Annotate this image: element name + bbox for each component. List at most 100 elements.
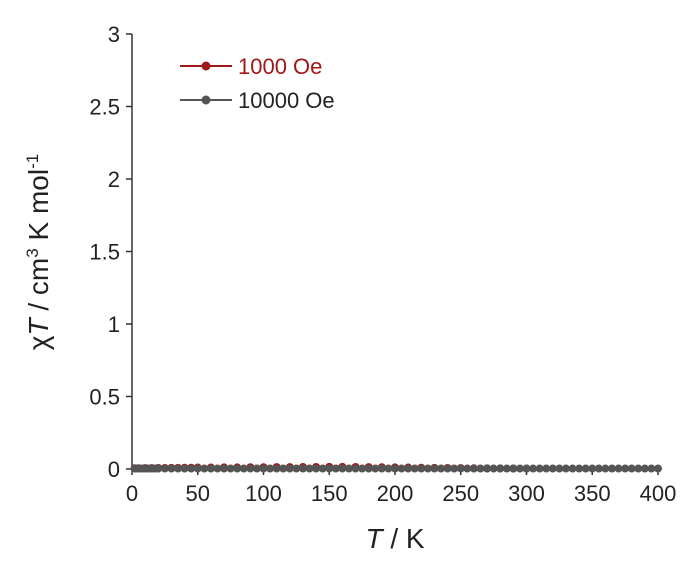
x-tick-label: 400: [640, 481, 677, 506]
data-point-10000-oe: [581, 464, 590, 473]
data-point-10000-oe: [437, 464, 446, 473]
data-point-10000-oe: [200, 464, 209, 473]
y-tick-label: 1.5: [89, 240, 120, 265]
data-point-10000-oe: [167, 464, 176, 473]
data-point-10000-oe: [640, 464, 649, 473]
data-point-10000-oe: [614, 464, 623, 473]
legend: 1000 Oe 10000 Oe: [180, 54, 335, 113]
data-point-10000-oe: [483, 464, 492, 473]
y-axis-title-mid: / cm: [23, 258, 54, 319]
y-tick-label: 2.5: [89, 95, 120, 120]
data-point-10000-oe: [417, 464, 426, 473]
x-axis-title-unit: / K: [383, 523, 425, 554]
data-point-10000-oe: [298, 464, 307, 473]
legend-label-10000-oe: 10000 Oe: [238, 88, 335, 113]
x-tick-label: 100: [245, 481, 282, 506]
data-point-10000-oe: [259, 464, 268, 473]
x-tick-label: 300: [508, 481, 545, 506]
data-point-10000-oe: [371, 464, 380, 473]
data-point-10000-oe: [364, 464, 373, 473]
data-point-10000-oe: [515, 464, 524, 473]
data-point-10000-oe: [502, 464, 511, 473]
data-point-10000-oe: [358, 464, 367, 473]
data-point-10000-oe: [154, 464, 163, 473]
data-point-10000-oe: [634, 464, 643, 473]
x-tick-label: 50: [186, 481, 210, 506]
y-tick-label: 0.5: [89, 385, 120, 410]
data-point-10000-oe: [384, 464, 393, 473]
data-point-10000-oe: [338, 464, 347, 473]
data-point-10000-oe: [463, 464, 472, 473]
data-point-10000-oe: [213, 464, 222, 473]
data-point-10000-oe: [239, 464, 248, 473]
legend-label-1000-oe: 1000 Oe: [238, 54, 322, 79]
data-point-10000-oe: [423, 464, 432, 473]
data-point-10000-oe: [496, 464, 505, 473]
x-tick-label: 350: [574, 481, 611, 506]
series-layer: [130, 462, 662, 473]
x-axis-title: T / K: [365, 523, 424, 554]
data-point-10000-oe: [430, 464, 439, 473]
data-point-10000-oe: [272, 464, 281, 473]
data-point-10000-oe: [292, 464, 301, 473]
data-point-10000-oe: [226, 464, 235, 473]
y-tick-label: 0: [108, 457, 120, 482]
data-point-10000-oe: [443, 464, 452, 473]
data-point-10000-oe: [555, 464, 564, 473]
data-point-10000-oe: [469, 464, 478, 473]
y-ticks: 0 0.5 1 1.5 2 2.5 3: [89, 22, 132, 482]
y-tick-label: 1: [108, 312, 120, 337]
data-point-10000-oe: [509, 464, 518, 473]
data-point-10000-oe: [548, 464, 557, 473]
data-point-10000-oe: [312, 464, 321, 473]
data-point-10000-oe: [410, 464, 419, 473]
data-point-10000-oe: [285, 464, 294, 473]
data-point-10000-oe: [476, 464, 485, 473]
data-point-10000-oe: [160, 464, 169, 473]
data-point-10000-oe: [601, 464, 610, 473]
legend-swatch-marker-1000-oe: [201, 61, 211, 71]
data-point-10000-oe: [325, 464, 334, 473]
data-point-10000-oe: [568, 464, 577, 473]
data-point-10000-oe: [522, 464, 531, 473]
data-point-10000-oe: [450, 464, 459, 473]
series-10000-oe: [130, 464, 662, 473]
data-point-10000-oe: [456, 464, 465, 473]
data-point-10000-oe: [206, 464, 215, 473]
data-point-10000-oe: [391, 464, 399, 473]
y-axis-title-units: K mol: [23, 169, 54, 248]
data-point-10000-oe: [220, 464, 229, 473]
y-tick-label: 3: [108, 22, 120, 47]
y-axis-title-sup2: -1: [23, 154, 42, 169]
data-point-10000-oe: [594, 464, 603, 473]
y-tick-label: 2: [108, 167, 120, 192]
data-point-10000-oe: [318, 464, 327, 473]
data-point-10000-oe: [344, 464, 353, 473]
data-point-10000-oe: [621, 464, 630, 473]
data-point-10000-oe: [575, 464, 584, 473]
data-point-10000-oe: [542, 464, 551, 473]
data-point-10000-oe: [331, 464, 340, 473]
data-point-10000-oe: [266, 464, 275, 473]
data-point-10000-oe: [174, 464, 183, 473]
data-point-10000-oe: [246, 464, 255, 473]
x-tick-label: 0: [126, 481, 138, 506]
data-point-10000-oe: [279, 464, 288, 473]
data-point-10000-oe: [561, 464, 570, 473]
data-point-10000-oe: [252, 464, 261, 473]
data-point-10000-oe: [193, 464, 202, 473]
data-point-10000-oe: [588, 464, 597, 473]
data-point-10000-oe: [489, 464, 498, 473]
data-point-10000-oe: [535, 464, 544, 473]
y-axis-title-sup1: 3: [23, 248, 42, 257]
x-tick-label: 200: [377, 481, 414, 506]
legend-swatch-marker-10000-oe: [201, 95, 211, 105]
y-axis-title-chi: χ: [23, 335, 54, 350]
data-point-10000-oe: [627, 464, 636, 473]
x-tick-label: 250: [442, 481, 479, 506]
data-point-10000-oe: [404, 464, 413, 473]
data-point-10000-oe: [647, 464, 656, 473]
x-ticks: 0 50 100 150 200 250 300 350 400: [126, 469, 676, 506]
x-axis-title-variable: T: [365, 523, 384, 554]
